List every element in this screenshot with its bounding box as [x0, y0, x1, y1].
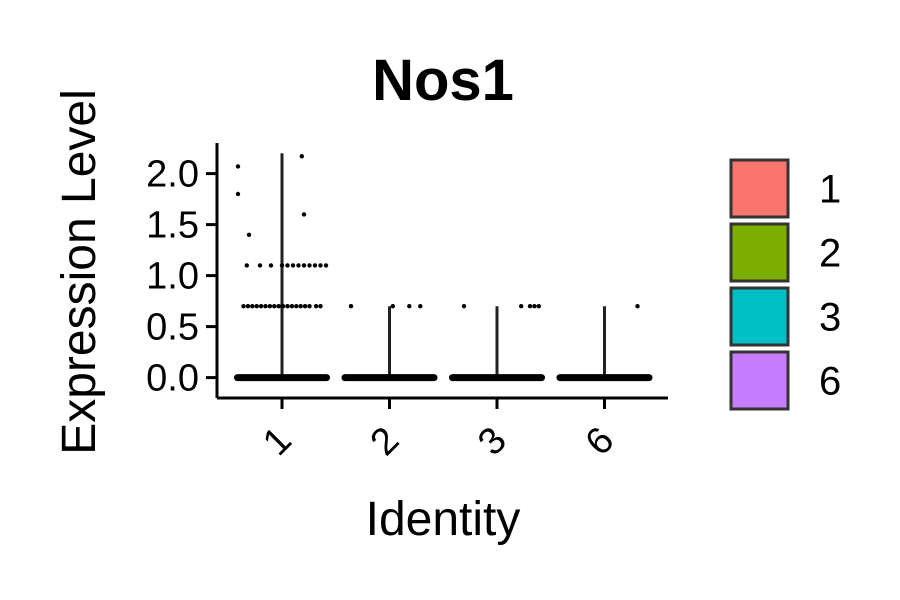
data-point [290, 263, 296, 268]
data-point [299, 154, 304, 159]
data-point [285, 304, 290, 309]
data-point [312, 263, 318, 268]
data-point [307, 304, 312, 309]
data-point [527, 304, 533, 309]
data-point [635, 304, 640, 309]
data-point [536, 304, 541, 309]
zero-band-6 [556, 374, 653, 382]
data-point [235, 164, 241, 169]
data-point [244, 263, 249, 268]
chart-title: Nos1 [372, 48, 514, 113]
x-tick-label: 2 [363, 419, 408, 464]
zero-band-3 [449, 374, 545, 382]
x-tick-label: 3 [470, 419, 515, 464]
y-tick-label: 2.0 [146, 154, 199, 196]
y-tick-label: 1.0 [146, 256, 199, 298]
data-point [307, 263, 312, 268]
data-point [258, 304, 264, 309]
y-tick-label: 0.0 [146, 358, 199, 400]
data-point [250, 304, 255, 309]
data-point [519, 304, 524, 309]
data-point [323, 263, 329, 268]
data-point [257, 263, 263, 268]
legend-swatch-6 [729, 350, 790, 411]
legend-swatch-3 [729, 286, 790, 347]
legend-label-1: 1 [819, 168, 841, 212]
data-point [407, 304, 412, 309]
x-tick-label: 6 [578, 419, 623, 464]
legend-swatch-2 [729, 222, 790, 283]
data-point [276, 304, 281, 309]
legend-label-3: 3 [819, 296, 841, 340]
data-point [301, 212, 307, 217]
data-point [267, 304, 273, 309]
x-tick-label: 1 [255, 419, 300, 464]
data-point [418, 304, 423, 309]
data-point [301, 263, 307, 268]
data-point [294, 304, 299, 309]
x-axis-label: Identity [366, 493, 521, 546]
data-point [235, 191, 241, 197]
data-point [268, 263, 274, 268]
zero-band-1 [234, 374, 330, 382]
data-point [245, 304, 251, 309]
data-point [254, 304, 259, 309]
data-point [279, 263, 285, 268]
data-point [461, 304, 467, 309]
zero-band-2 [341, 374, 438, 382]
data-point [296, 263, 301, 268]
data-point [318, 263, 323, 268]
legend: 1 2 3 6 [729, 158, 841, 411]
data-point [246, 232, 252, 237]
data-point [390, 304, 395, 309]
data-point [263, 304, 268, 309]
y-tick-label: 0.5 [146, 307, 199, 349]
data-point [302, 304, 308, 309]
data-point [298, 304, 303, 309]
y-tick-label: 1.5 [146, 205, 199, 247]
data-point [318, 304, 323, 309]
y-axis-label: Expression Level [53, 89, 106, 455]
data-point [348, 304, 354, 309]
data-point [272, 304, 277, 309]
data-point [289, 304, 295, 309]
data-point [280, 304, 286, 309]
data-point [285, 263, 290, 268]
data-point [241, 304, 246, 309]
legend-label-2: 2 [819, 232, 841, 276]
plot-area: 0.0 0.5 1.0 1.5 2.0 1 2 3 6 [146, 143, 668, 464]
legend-label-6: 6 [819, 360, 841, 404]
data-point [532, 304, 537, 309]
data-point [313, 304, 319, 309]
legend-swatch-1 [729, 158, 790, 219]
